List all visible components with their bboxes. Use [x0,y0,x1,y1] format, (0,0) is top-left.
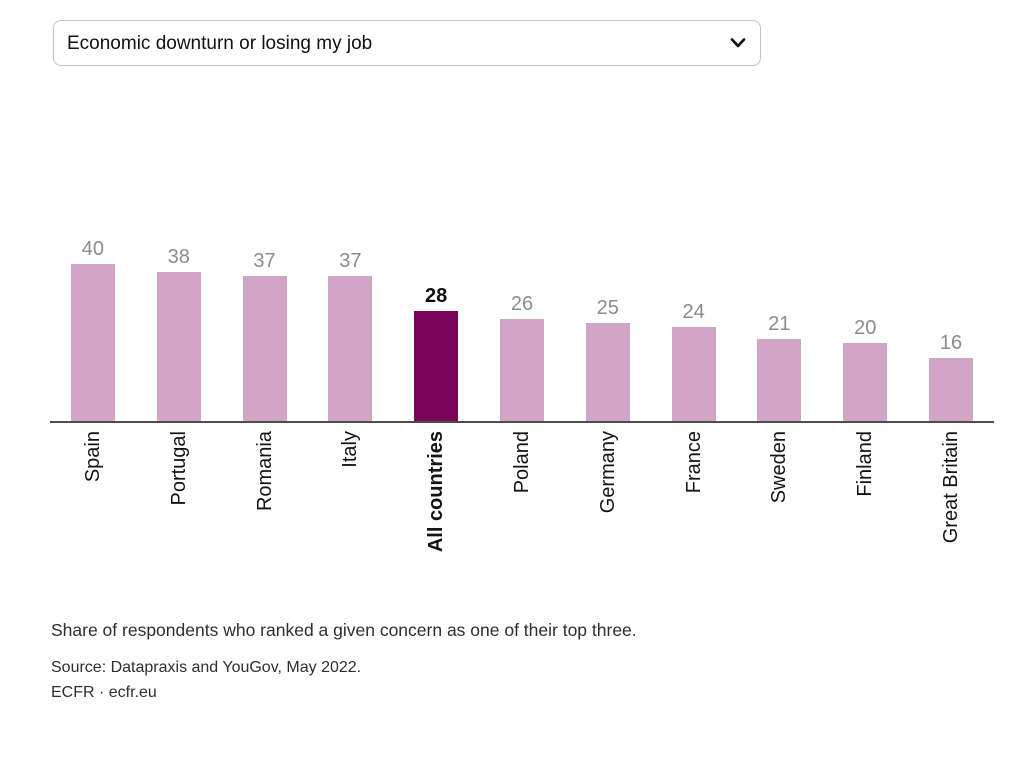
x-axis-label: Portugal [167,431,190,506]
x-label-slot: Sweden [737,431,823,503]
bar-value-label: 16 [939,332,963,355]
bar-slot: 37 [222,221,308,421]
bar-value-label: 21 [768,312,791,335]
bar-slot: 21 [737,221,823,421]
bar-value-label: 28 [425,285,448,308]
x-axis-label: Great Britain [940,431,963,544]
bar-slot: 28 [393,221,479,421]
bar-slot: 37 [307,221,393,421]
x-axis-label: Spain [81,431,104,483]
x-label-slot: France [651,431,737,493]
bar-value-label: 20 [854,316,877,339]
x-label-slot: Great Britain [908,431,994,543]
x-axis-labels-row: Spain Portugal Romania Italy All countries Po… [50,431,994,552]
bar [70,264,115,421]
x-axis-label: France [682,431,705,494]
bar [757,338,802,421]
bar-value-label: 37 [339,249,362,272]
bar-value-label: 38 [167,245,190,268]
bar [242,275,287,421]
x-axis-label: Germany [596,431,619,514]
chart-byline: ECFR · ecfr.eu [51,684,157,701]
x-label-slot: Germany [565,431,651,513]
bar [929,358,974,421]
bar [499,318,544,421]
bar [328,275,373,421]
bar-value-label: 25 [596,296,619,319]
bar-slot: 38 [136,221,222,421]
chart-description: Share of respondents who ranked a given … [51,620,637,640]
x-label-slot: Finland [822,431,908,497]
chart-source: Source: Datapraxis and YouGov, May 2022. [51,659,362,676]
x-axis-label: All countries [425,431,448,553]
bar-slot: 26 [479,221,565,421]
bar-value-label: 37 [253,249,276,272]
x-axis-label: Finland [854,431,877,497]
x-axis-label: Romania [253,431,276,512]
x-label-slot: Poland [479,431,565,493]
x-label-slot: Italy [307,431,393,468]
concern-select[interactable]: Economic downturn or losing my job [53,20,761,66]
bar-value-label: 26 [510,292,534,315]
concern-select-wrap: Economic downturn or losing my job [53,20,761,66]
x-label-slot: Portugal [136,431,222,506]
x-label-slot: Spain [50,431,136,482]
bar [585,322,630,421]
x-label-slot: Romania [222,431,308,511]
bar-slot: 40 [50,221,136,421]
bar-slot: 25 [565,221,651,421]
bar [843,342,888,421]
bar-value-label: 40 [81,238,105,260]
x-axis-label: Italy [339,431,362,468]
bar [156,271,201,421]
bar-slot: 24 [651,221,737,421]
bars-row: 40 38 37 37 28 26 25 24 21 20 16 [50,221,994,423]
bar-highlighted [414,311,459,421]
x-axis-label: Poland [510,431,533,494]
bar-value-label: 24 [682,300,705,323]
bar-slot: 16 [908,221,994,421]
bar-slot: 20 [822,221,908,421]
bar [671,326,716,421]
x-label-slot: All countries [393,431,479,552]
x-axis-label: Sweden [768,431,791,504]
